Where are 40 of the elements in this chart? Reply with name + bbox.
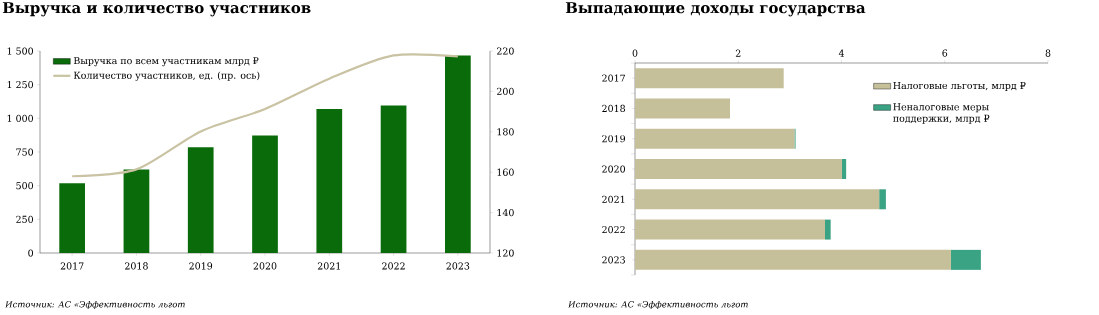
x-tick-label: 2023 [446, 262, 470, 270]
y-tick-label: 2023 [602, 256, 625, 264]
chart-title: Выпадающие доходы государства [565, 2, 866, 17]
chart-title: Выручка и количество участников [2, 2, 311, 17]
y2-tick-label: 180 [497, 128, 514, 136]
x-tick-label: 2020 [253, 262, 277, 270]
x-tick-label: 2022 [382, 262, 405, 270]
y-tick-label: 1 250 [7, 81, 33, 89]
x-tick-label: 2021 [317, 262, 340, 270]
y-tick-label: 2022 [602, 225, 625, 234]
y2-tick-label: 160 [497, 168, 514, 176]
y-tick-label: 2019 [602, 135, 626, 143]
y-tick-label: 2020 [602, 165, 626, 173]
y-tick-label: 2021 [602, 195, 625, 203]
legend-label: Налоговые льготы, млрд ₽ [893, 82, 1026, 91]
y-tick-label: 2018 [602, 104, 626, 113]
text: Источник: АС «Эффективность льгот [568, 300, 748, 310]
x-tick-label: 2019 [189, 262, 213, 270]
y2-tick-label: 200 [497, 87, 514, 95]
y-tick-label: 1 500 [7, 47, 33, 55]
x-tick-label: 4 [838, 49, 845, 57]
y-tick-label: 500 [16, 182, 34, 190]
y-tick-label: 0 [28, 249, 34, 257]
x-tick-label: 8 [1045, 49, 1051, 57]
y-tick-label: 2017 [602, 74, 625, 82]
x-tick-label: 2 [735, 49, 741, 57]
y-tick-label: 750 [16, 148, 34, 156]
x-tick-label: 6 [942, 49, 948, 57]
legend-label: Неналоговые меры поддержки, млрд ₽ [893, 103, 990, 124]
x-tick-label: 2018 [125, 262, 148, 270]
text: Источник: АС «Эффективность льгот [5, 300, 185, 310]
y2-tick-label: 220 [497, 47, 514, 55]
y2-tick-label: 120 [497, 249, 514, 257]
y-tick-label: 250 [16, 215, 34, 223]
x-tick-label: 0 [632, 49, 638, 57]
x-tick-label: 2017 [60, 262, 84, 270]
legend-label: Выручка по всем участникам млрд ₽ [73, 57, 259, 67]
y-tick-label: 1 000 [7, 114, 33, 122]
y2-tick-label: 140 [497, 209, 514, 217]
legend-label: Количество участников, ед. (пр. ось) [73, 71, 260, 81]
